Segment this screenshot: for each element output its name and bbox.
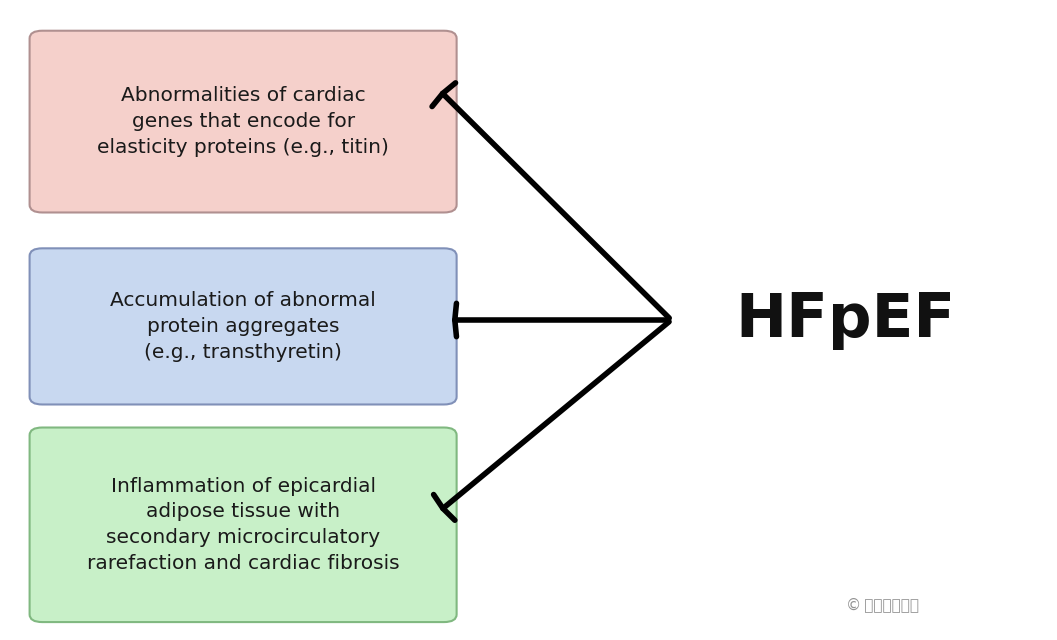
Text: Accumulation of abnormal
protein aggregates
(e.g., transthyretin): Accumulation of abnormal protein aggrega… [110, 291, 376, 362]
Text: Inflammation of epicardial
adipose tissue with
secondary microcirculatory
rarefa: Inflammation of epicardial adipose tissu… [87, 477, 400, 573]
FancyBboxPatch shape [30, 31, 457, 212]
Text: © 中国循环杂志: © 中国循环杂志 [846, 597, 920, 612]
Text: HFpEF: HFpEF [736, 291, 956, 349]
FancyBboxPatch shape [30, 428, 457, 622]
Text: Abnormalities of cardiac
genes that encode for
elasticity proteins (e.g., titin): Abnormalities of cardiac genes that enco… [97, 86, 389, 157]
FancyBboxPatch shape [30, 248, 457, 404]
